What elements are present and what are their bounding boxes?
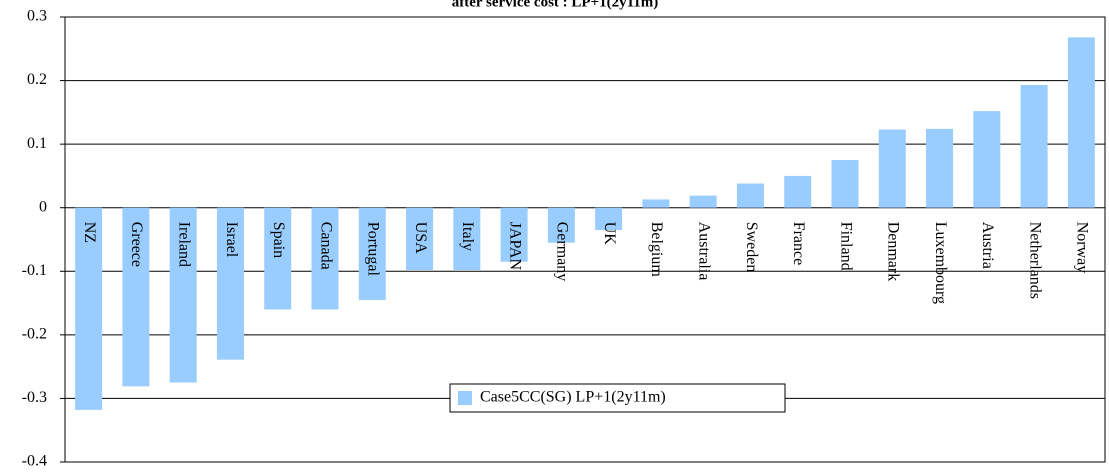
x-tick-label: Finland: [837, 222, 854, 271]
bar: [1067, 37, 1095, 208]
bar: [547, 207, 575, 243]
x-tick-label: Germany: [554, 222, 571, 282]
bar: [122, 207, 150, 387]
x-tick-label: JAPAN: [506, 222, 523, 271]
y-tick-label: -0.3: [22, 389, 47, 406]
x-tick-label: Spain: [270, 222, 287, 258]
y-tick-label: -0.1: [22, 262, 47, 279]
bar: [169, 207, 197, 383]
bar: [75, 207, 103, 410]
bar: [973, 111, 1001, 208]
bar: [311, 207, 339, 310]
bar: [926, 128, 954, 208]
bar: [878, 129, 906, 208]
bar: [736, 183, 764, 208]
x-tick-label: Israel: [223, 222, 240, 258]
x-tick-label: Luxembourg: [932, 222, 949, 304]
x-tick-label: Denmark: [885, 222, 902, 282]
bar: [689, 195, 717, 208]
bar: [831, 160, 859, 208]
chart-title: after service cost : LP+1(2y11m): [452, 0, 659, 10]
bar: [358, 207, 386, 300]
x-tick-label: Sweden: [743, 222, 760, 273]
bar: [453, 207, 481, 271]
legend-label: Case5CC(SG) LP+1(2y11m): [480, 389, 666, 406]
bar: [595, 207, 623, 230]
bar: [406, 207, 434, 271]
x-tick-label: Australia: [696, 222, 713, 281]
legend-swatch: [458, 391, 472, 405]
x-tick-label: Portugal: [365, 222, 382, 277]
bar: [264, 207, 292, 310]
x-tick-label: UK: [601, 222, 618, 246]
x-tick-label: Canada: [317, 222, 334, 270]
y-tick-label: -0.2: [22, 326, 47, 343]
x-tick-label: Greece: [128, 222, 145, 267]
x-tick-label: Netherlands: [1026, 222, 1043, 299]
bar: [642, 199, 670, 208]
x-tick-label: USA: [412, 222, 429, 254]
y-tick-label: 0.3: [27, 8, 47, 25]
x-tick-label: Italy: [459, 222, 476, 251]
legend-box: [449, 383, 786, 413]
bar: [216, 207, 244, 360]
y-tick-label: 0.1: [27, 135, 47, 152]
x-tick-label: France: [790, 222, 807, 266]
x-tick-label: Ireland: [176, 222, 193, 267]
x-tick-label: Norway: [1074, 222, 1091, 274]
x-tick-label: NZ: [81, 222, 98, 243]
y-tick-label: 0: [39, 198, 47, 215]
bar: [500, 207, 528, 262]
y-tick-label: 0.2: [27, 71, 47, 88]
y-tick-label: -0.4: [22, 453, 47, 470]
x-tick-label: Austria: [979, 222, 996, 269]
bar: [1020, 85, 1048, 208]
plot-border: [64, 16, 1106, 463]
bar: [784, 175, 812, 208]
x-tick-label: Belgium: [648, 222, 665, 278]
